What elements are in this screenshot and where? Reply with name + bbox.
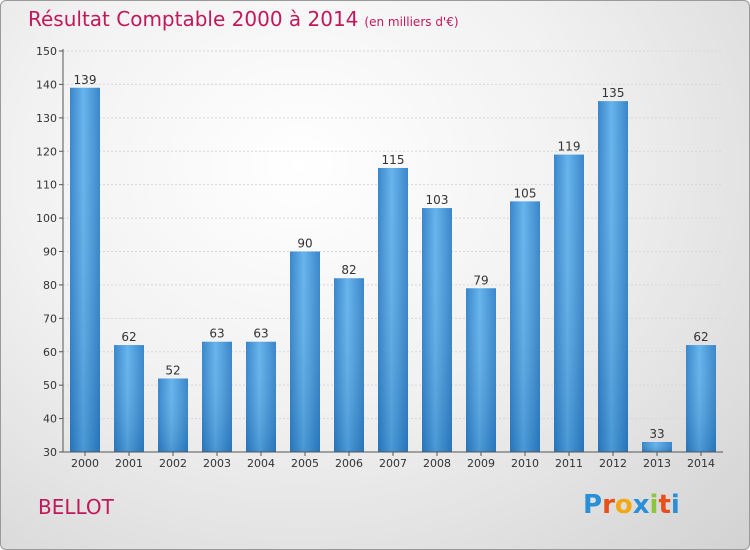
bar-value-label: 135 (602, 86, 625, 100)
logo-letter: i (649, 490, 659, 520)
bar-shade-2010 (510, 201, 540, 452)
bar-value-label: 62 (121, 330, 136, 344)
bar-shade-2011 (554, 154, 584, 452)
x-tick-label: 2013 (643, 457, 671, 470)
chart-title: Résultat Comptable 2000 à 2014 (en millie… (28, 7, 459, 31)
bar-value-label: 63 (209, 327, 224, 341)
logo-letter: r (602, 490, 615, 520)
y-tick-label: 70 (43, 312, 57, 325)
bar-shade-2009 (466, 288, 496, 452)
bar-value-label: 90 (297, 237, 312, 251)
chart-subtitle: (en milliers d'€) (364, 15, 459, 29)
x-axis: 2000 2001 2002 2003 2004 2005 2006 2007 2008 2009… (63, 451, 723, 470)
bar-value-label: 63 (253, 327, 268, 341)
bar-shade-2006 (334, 278, 364, 452)
bar-value-label: 119 (558, 140, 581, 154)
y-tick-label: 130 (36, 112, 57, 125)
proxiti-logo: Proxiti (583, 490, 680, 520)
bar-shade-2013 (642, 441, 672, 452)
y-tick-label: 50 (43, 379, 57, 392)
bar-value-label: 62 (693, 330, 708, 344)
y-tick-label: 40 (43, 413, 57, 426)
bar-value-label: 105 (514, 186, 537, 200)
bar-value-label: 33 (649, 427, 664, 441)
x-tick-label: 2014 (687, 457, 715, 470)
bars: 139 62 52 63 63 90 82 115 103 79 105 119 135 33 62 (70, 73, 716, 453)
bar-shade-2002 (158, 378, 188, 452)
x-tick-label: 2006 (335, 457, 363, 470)
bar-shade-2007 (378, 167, 408, 453)
x-tick-label: 2012 (599, 457, 627, 470)
bar-shade-2014 (686, 345, 716, 452)
bar-shade-2000 (70, 87, 100, 452)
y-tick-label: 30 (43, 446, 57, 459)
y-tick-label: 110 (36, 179, 57, 192)
bar-value-label: 103 (426, 193, 449, 207)
y-tick-label: 60 (43, 346, 57, 359)
logo-letter: o (614, 490, 633, 520)
bar-shade-2008 (422, 208, 452, 452)
y-tick-label: 100 (36, 212, 57, 225)
x-tick-label: 2008 (423, 457, 451, 470)
bar-shade-2003 (202, 341, 232, 452)
logo-letter: x (632, 490, 650, 520)
x-tick-label: 2009 (467, 457, 495, 470)
logo-letter: i (670, 490, 680, 520)
bar-value-label: 139 (74, 73, 97, 87)
y-axis: 30 40 50 60 70 80 90 100 110 120 130 140 150 (36, 45, 64, 459)
y-tick-label: 140 (36, 78, 57, 91)
y-tick-label: 120 (36, 145, 57, 158)
logo-letter: P (583, 490, 603, 520)
x-tick-label: 2000 (71, 457, 99, 470)
x-tick-label: 2004 (247, 457, 275, 470)
y-tick-label: 90 (43, 246, 57, 259)
x-tick-label: 2002 (159, 457, 187, 470)
x-tick-label: 2011 (555, 457, 583, 470)
bar-shade-2001 (114, 345, 144, 452)
bar-shade-2005 (290, 251, 320, 452)
x-tick-label: 2001 (115, 457, 143, 470)
logo-letter: t (658, 490, 671, 520)
bar-value-label: 82 (341, 263, 356, 277)
x-tick-label: 2005 (291, 457, 319, 470)
chart-title-text: Résultat Comptable 2000 à 2014 (28, 7, 359, 31)
x-tick-label: 2010 (511, 457, 539, 470)
y-tick-label: 80 (43, 279, 57, 292)
bar-shade-2012 (598, 101, 628, 452)
bar-value-label: 115 (382, 153, 405, 167)
bar-shade-2004 (246, 341, 276, 452)
bar-value-label: 79 (473, 273, 488, 287)
x-tick-label: 2003 (203, 457, 231, 470)
bar-value-label: 52 (165, 363, 180, 377)
commune-name: BELLOT (38, 495, 114, 519)
x-tick-label: 2007 (379, 457, 407, 470)
y-tick-label: 150 (36, 45, 57, 58)
